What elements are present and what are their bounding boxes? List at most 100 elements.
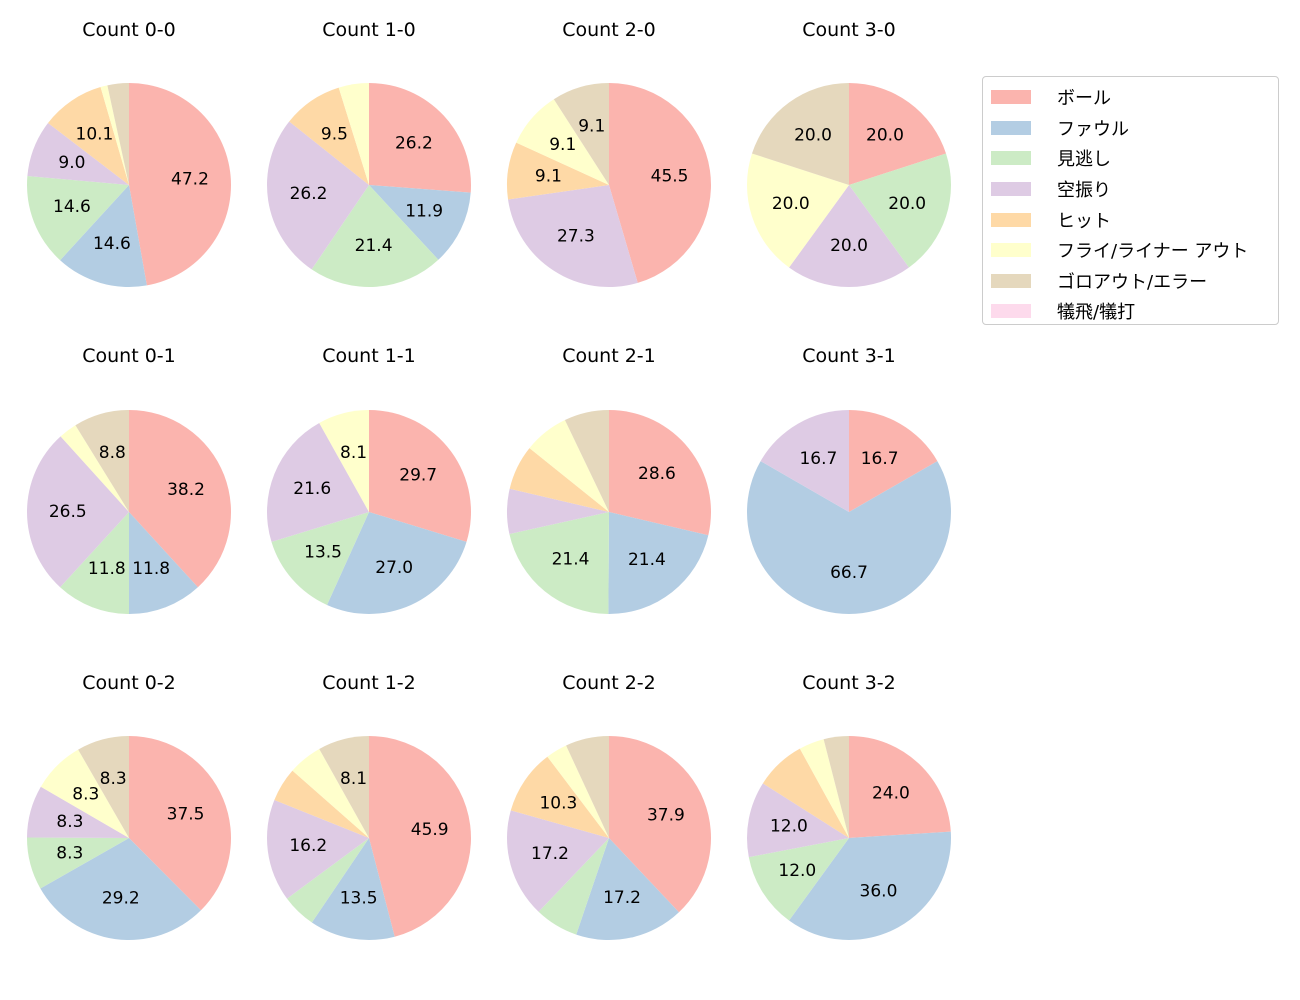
- pie-slice-label: 11.8: [132, 559, 170, 579]
- pie-slice-0: [369, 410, 471, 542]
- pie-slice-label: 8.3: [72, 785, 99, 805]
- pie-slice-6: [75, 410, 129, 512]
- pie-title: Count 0-1: [82, 345, 176, 367]
- pie-slice-5: [60, 425, 129, 512]
- pie-title: Count 2-1: [562, 345, 656, 367]
- pie-slice-3: [27, 122, 129, 185]
- pie-count-3-2: Count 3-2 24.0 36.0 12.0 12.0: [747, 672, 951, 940]
- pie-count-0-1: Count 0-1 38.2 11.8 11.8 26.5 8.8: [27, 345, 231, 614]
- legend-swatch: [991, 90, 1031, 105]
- pie-slice-label: 16.2: [289, 836, 327, 856]
- pie-slice-5: [799, 739, 849, 838]
- pie-slice-label: 11.8: [88, 559, 126, 579]
- legend-label: 空振り: [1057, 180, 1111, 202]
- pie-slice-6: [566, 736, 609, 838]
- pie-slice-label: 13.5: [340, 888, 378, 908]
- pie-title: Count 1-0: [322, 19, 416, 41]
- pie-slice-label: 12.0: [778, 861, 816, 881]
- pie-slice-5: [40, 749, 129, 838]
- pie-slice-label: 17.2: [603, 888, 641, 908]
- legend-label: ファウル: [1057, 118, 1129, 140]
- legend-swatch: [991, 120, 1031, 135]
- pie-title: Count 0-2: [82, 672, 176, 694]
- pie-count-3-1: Count 3-1 16.7 66.7 16.7: [747, 345, 952, 614]
- pie-slice-0: [849, 83, 947, 185]
- pie-slice-label: 21.6: [293, 479, 331, 499]
- pie-slice-label: 20.0: [866, 125, 904, 145]
- pie-title: Count 3-2: [802, 672, 896, 694]
- pie-title: Count 0-0: [82, 19, 176, 41]
- pie-slice-label: 66.7: [830, 563, 868, 583]
- pie-slice-6: [823, 736, 849, 838]
- pie-slice-2: [509, 512, 609, 614]
- pie-slice-6: [564, 410, 609, 512]
- pie-slice-label: 37.5: [167, 805, 205, 825]
- pie-slice-1: [326, 512, 467, 614]
- pie-slice-label: 17.2: [531, 844, 569, 864]
- pie-title: Count 2-0: [562, 19, 656, 41]
- pie-slice-5: [747, 153, 849, 268]
- pie-slice-1: [747, 461, 952, 614]
- legend-item: ヒット: [983, 204, 1278, 235]
- pie-title: Count 3-0: [802, 19, 896, 41]
- pie-slice-2: [286, 838, 369, 923]
- pie-count-1-2: Count 1-2 45.9 13.5 16.2 8.1: [267, 672, 471, 941]
- pie-slice-3: [27, 786, 129, 838]
- legend-swatch: [991, 212, 1031, 227]
- pie-slice-label: 10.3: [539, 794, 577, 814]
- pie-slice-2: [60, 512, 129, 614]
- pie-slice-5: [100, 85, 129, 185]
- pie-slice-5: [292, 748, 369, 838]
- pie-title: Count 2-2: [562, 672, 656, 694]
- pie-slice-label: 24.0: [872, 783, 910, 803]
- pie-slice-4: [509, 448, 609, 512]
- pie-slice-label: 26.2: [290, 184, 328, 204]
- pie-slice-2: [538, 838, 609, 935]
- pie-slice-label: 27.3: [557, 226, 595, 246]
- pie-slice-4: [289, 87, 369, 185]
- pie-slice-label: 45.9: [411, 820, 449, 840]
- legend-item: 見逃し: [983, 143, 1278, 174]
- pie-slice-1: [311, 838, 395, 941]
- pie-slice-label: 8.1: [340, 769, 367, 789]
- pie-slice-2: [849, 153, 951, 268]
- pie-slice-3: [747, 783, 849, 858]
- pie-slice-2: [26, 176, 129, 261]
- pie-slice-label: 12.0: [770, 817, 808, 837]
- pie-count-0-2: Count 0-237.529.28.38.38.38.3: [27, 672, 232, 940]
- pie-slice-3: [267, 422, 369, 542]
- legend-swatch: [991, 243, 1031, 258]
- pie-slice-5: [319, 410, 369, 512]
- legend-label: 見逃し: [1057, 149, 1111, 171]
- pie-slice-label: 26.2: [395, 133, 433, 153]
- pie-slice-label: 26.5: [49, 502, 87, 522]
- pie-slice-label: 20.0: [794, 125, 832, 145]
- pie-slice-4: [762, 748, 849, 838]
- pie-slice-5: [547, 745, 609, 838]
- pie-slice-1: [40, 838, 201, 940]
- pie-slice-label: 8.3: [56, 812, 83, 832]
- pie-slice-label: 38.2: [167, 480, 205, 500]
- pie-slice-4: [507, 142, 609, 200]
- legend-item: ゴロアウト/エラー: [983, 266, 1278, 297]
- pie-count-2-1: Count 2-1 28.6 21.4 21.4: [506, 345, 712, 614]
- pie-slice-6: [319, 736, 369, 838]
- pie-slice-1: [576, 838, 679, 940]
- pie-slice-label: 9.1: [549, 135, 576, 155]
- pie-slice-label: 10.1: [76, 124, 114, 144]
- pie-count-0-0: Count 0-0 47.2 14.614.6 9.0 10.1: [26, 19, 232, 288]
- pie-slice-label: 28.6: [638, 464, 676, 484]
- pie-slice-label: 14.6: [53, 197, 91, 217]
- pie-count-1-0: Count 1-0 26.2 11.9 21.4 26.2 9.5: [267, 19, 471, 287]
- legend-swatch: [991, 304, 1031, 319]
- pie-slice-4: [48, 87, 129, 185]
- pie-slice-0: [369, 83, 471, 193]
- pie-slice-0: [129, 736, 232, 911]
- pie-slice-label: 29.7: [399, 466, 437, 486]
- pie-slice-label: 9.1: [535, 166, 562, 186]
- pie-slice-label: 20.0: [772, 194, 810, 214]
- pie-title: Count 1-1: [322, 345, 416, 367]
- pie-title: Count 1-2: [322, 672, 416, 694]
- pie-slice-3: [789, 185, 909, 287]
